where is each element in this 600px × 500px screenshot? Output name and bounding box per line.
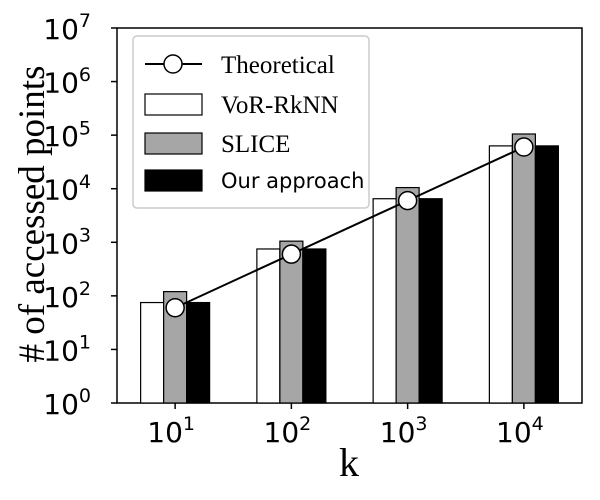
legend-label: Our approach bbox=[221, 169, 364, 193]
theoretical-point-2 bbox=[281, 244, 302, 264]
y-axis: 100 101 102 103 104 105 106 107 bbox=[43, 10, 117, 421]
bar-vor-rknn-1 bbox=[140, 301, 165, 404]
theoretical-line-layer bbox=[165, 137, 534, 318]
x-tick-label: 104 bbox=[496, 413, 544, 449]
bar-vor-rknn-4 bbox=[488, 145, 513, 404]
y-tick-label: 104 bbox=[43, 171, 91, 207]
x-axis-label: k bbox=[339, 440, 359, 485]
y-tick-label: 107 bbox=[43, 10, 91, 46]
legend-box bbox=[132, 35, 370, 209]
theoretical-point-4 bbox=[514, 137, 534, 157]
theoretical-point-1 bbox=[165, 297, 185, 318]
bar-slice-3 bbox=[395, 186, 420, 404]
bar-slice-2 bbox=[279, 240, 304, 404]
theoretical-line bbox=[174, 146, 525, 309]
y-tick-label: 101 bbox=[43, 332, 91, 368]
x-axis: 101 102 103 104 bbox=[147, 403, 544, 449]
legend-marker-theoretical bbox=[163, 54, 183, 74]
x-tick-label: 102 bbox=[264, 413, 312, 449]
bar-vor-rknn-2 bbox=[256, 248, 281, 404]
bar-our-approach-4 bbox=[534, 145, 559, 404]
legend-swatch-our-approach bbox=[144, 169, 203, 192]
bar-our-approach-2 bbox=[302, 248, 327, 404]
legend-label: VoR-RkNN bbox=[221, 92, 339, 119]
legend-label: SLICE bbox=[221, 131, 290, 158]
y-axis-label: # of accessed points bbox=[12, 66, 53, 363]
legend-label: Theoretical bbox=[221, 52, 335, 79]
legend-swatch-vor-rknn bbox=[144, 93, 203, 116]
y-tick-label: 106 bbox=[43, 64, 91, 100]
bar-our-approach-1 bbox=[186, 301, 211, 404]
theoretical-point-3 bbox=[397, 190, 418, 211]
y-tick-label: 102 bbox=[43, 278, 91, 314]
y-tick-label: 103 bbox=[43, 225, 91, 261]
y-tick-label: 100 bbox=[43, 385, 91, 421]
x-tick-label: 103 bbox=[380, 413, 428, 449]
bars-layer bbox=[140, 133, 559, 404]
bar-our-approach-3 bbox=[418, 198, 443, 404]
y-tick-label: 105 bbox=[43, 117, 91, 153]
bar-slice-4 bbox=[511, 133, 536, 404]
x-tick-label: 101 bbox=[147, 413, 195, 449]
bar-vor-rknn-3 bbox=[372, 198, 397, 404]
legend-swatch-slice bbox=[144, 132, 203, 155]
legend: Theoretical VoR-RkNN SLICE Our approach bbox=[132, 35, 370, 209]
